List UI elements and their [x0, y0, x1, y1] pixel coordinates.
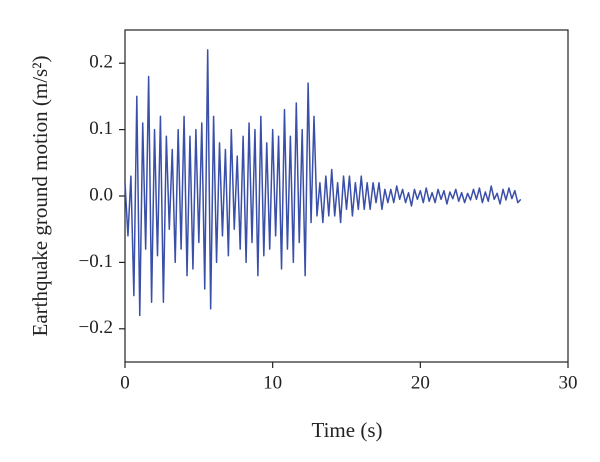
y-tick-label: −0.2: [79, 317, 113, 338]
x-tick-label: 0: [120, 372, 130, 393]
series-line: [124, 49, 522, 317]
y-tick-label: 0.2: [89, 52, 113, 73]
y-tick-label: 0.0: [89, 184, 113, 205]
y-tick-label: 0.1: [89, 118, 113, 139]
x-tick-label: 10: [263, 372, 282, 393]
x-tick-label: 20: [411, 372, 430, 393]
y-tick-label: −0.1: [79, 251, 113, 272]
x-tick-label: 30: [559, 372, 578, 393]
x-axis-label: Time (s): [312, 418, 383, 442]
y-axis-label: Earthquake ground motion (m/s²): [28, 56, 52, 337]
